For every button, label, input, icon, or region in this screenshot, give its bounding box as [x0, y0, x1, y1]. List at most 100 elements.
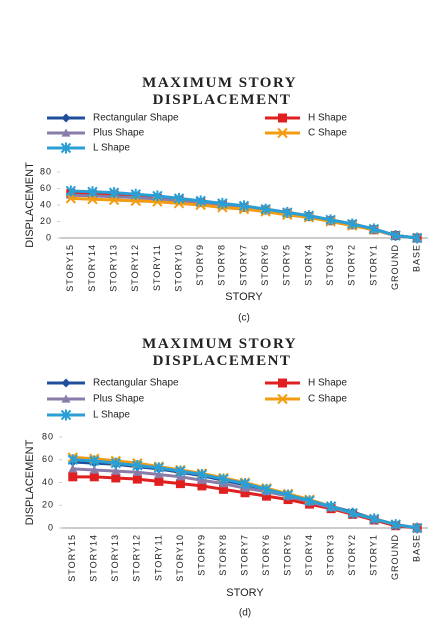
marker — [108, 194, 120, 206]
marker — [390, 230, 401, 242]
marker — [89, 455, 100, 467]
marker — [89, 465, 99, 474]
x-tick-label: BASE — [412, 244, 422, 272]
caption: (d) — [239, 608, 251, 619]
marker — [89, 472, 99, 482]
marker — [282, 206, 293, 218]
marker — [154, 470, 164, 479]
x-tick-label: STORY13 — [108, 244, 118, 292]
marker — [325, 214, 336, 226]
legend-label: L Shape — [93, 143, 130, 154]
x-tick-label: STORY7 — [238, 244, 248, 286]
chart-title: MAXIMUM STORY DISPLACEMENT — [142, 336, 302, 369]
marker — [111, 466, 121, 475]
marker — [368, 513, 380, 525]
x-tick-label: STORY2 — [347, 244, 357, 286]
x-tick-label: BASE — [412, 534, 422, 562]
marker — [217, 197, 228, 209]
marker — [152, 190, 163, 202]
marker — [412, 522, 423, 534]
marker — [132, 467, 142, 476]
marker — [278, 378, 287, 388]
x-tick-label: STORY15 — [65, 244, 75, 292]
marker — [68, 472, 78, 482]
marker — [61, 378, 71, 388]
marker — [277, 127, 288, 139]
x-tick-label: STORY12 — [132, 534, 142, 582]
y-axis-label: DISPLACEMENT — [24, 162, 36, 248]
x-axis-label: STORY — [226, 587, 264, 599]
marker — [197, 481, 207, 491]
x-tick-label: STORY5 — [282, 244, 292, 286]
y-axis-label: DISPLACEMENT — [24, 439, 36, 525]
legend-label: Rectangular Shape — [93, 113, 179, 124]
x-tick-label: STORY4 — [304, 534, 314, 576]
marker — [390, 519, 401, 531]
marker — [411, 232, 423, 244]
marker — [262, 491, 272, 501]
x-tick-label: STORY14 — [89, 534, 99, 582]
marker — [347, 507, 358, 519]
marker — [173, 192, 185, 204]
marker — [61, 113, 71, 123]
x-tick-label: STORY3 — [325, 244, 335, 286]
x-tick-label: STORY15 — [67, 534, 77, 582]
x-tick-label: STORY8 — [218, 534, 228, 576]
caption: (c) — [238, 313, 250, 324]
x-tick-label: STORY9 — [195, 244, 205, 286]
marker — [277, 393, 288, 405]
marker — [153, 462, 165, 474]
legend-label: H Shape — [308, 113, 347, 124]
legend-label: C Shape — [308, 394, 347, 405]
marker — [110, 457, 122, 469]
marker — [61, 128, 71, 137]
x-tick-label: STORY1 — [369, 534, 379, 576]
x-tick-label: STORY14 — [87, 244, 97, 292]
marker — [111, 473, 121, 483]
marker — [239, 478, 251, 490]
x-tick-label: STORY12 — [130, 244, 140, 292]
marker — [68, 464, 78, 473]
marker — [218, 484, 228, 494]
marker — [238, 200, 250, 212]
x-tick-label: STORY1 — [368, 244, 378, 286]
x-tick-label: STORY10 — [173, 244, 183, 292]
x-tick-label: STORY11 — [152, 244, 162, 291]
x-tick-label: STORY6 — [261, 534, 271, 576]
marker — [195, 195, 206, 207]
marker — [87, 186, 98, 198]
marker — [108, 187, 120, 199]
x-tick-label: STORY4 — [303, 244, 313, 286]
y-tick-label: 0 — [48, 522, 54, 532]
marker — [61, 394, 71, 403]
marker — [60, 409, 72, 421]
x-tick-label: STORY6 — [260, 244, 270, 286]
y-tick-label: 20 — [40, 216, 52, 226]
y-tick-label: 60 — [42, 454, 54, 464]
x-tick-label: STORY9 — [196, 534, 206, 576]
legend-label: Plus Shape — [93, 394, 145, 405]
x-axis-label: STORY — [225, 291, 263, 303]
marker — [347, 218, 358, 230]
y-tick-label: 40 — [40, 199, 52, 209]
y-tick-label: 80 — [40, 166, 52, 176]
marker — [282, 489, 294, 501]
legend-label: C Shape — [308, 128, 347, 139]
legend-label: H Shape — [308, 378, 347, 389]
marker — [260, 203, 271, 215]
marker — [278, 113, 287, 123]
x-tick-label: STORY3 — [325, 534, 335, 576]
y-tick-label: 0 — [46, 232, 52, 242]
marker — [65, 185, 77, 197]
marker — [240, 488, 250, 498]
x-tick-label: STORY5 — [282, 534, 292, 576]
chart-title: MAXIMUM STORY DISPLACEMENT — [142, 75, 302, 108]
marker — [218, 473, 229, 485]
marker — [196, 469, 208, 481]
marker — [65, 193, 77, 204]
marker — [87, 194, 98, 205]
marker — [130, 188, 141, 200]
x-tick-label: STORY13 — [110, 534, 120, 582]
marker — [368, 223, 380, 235]
